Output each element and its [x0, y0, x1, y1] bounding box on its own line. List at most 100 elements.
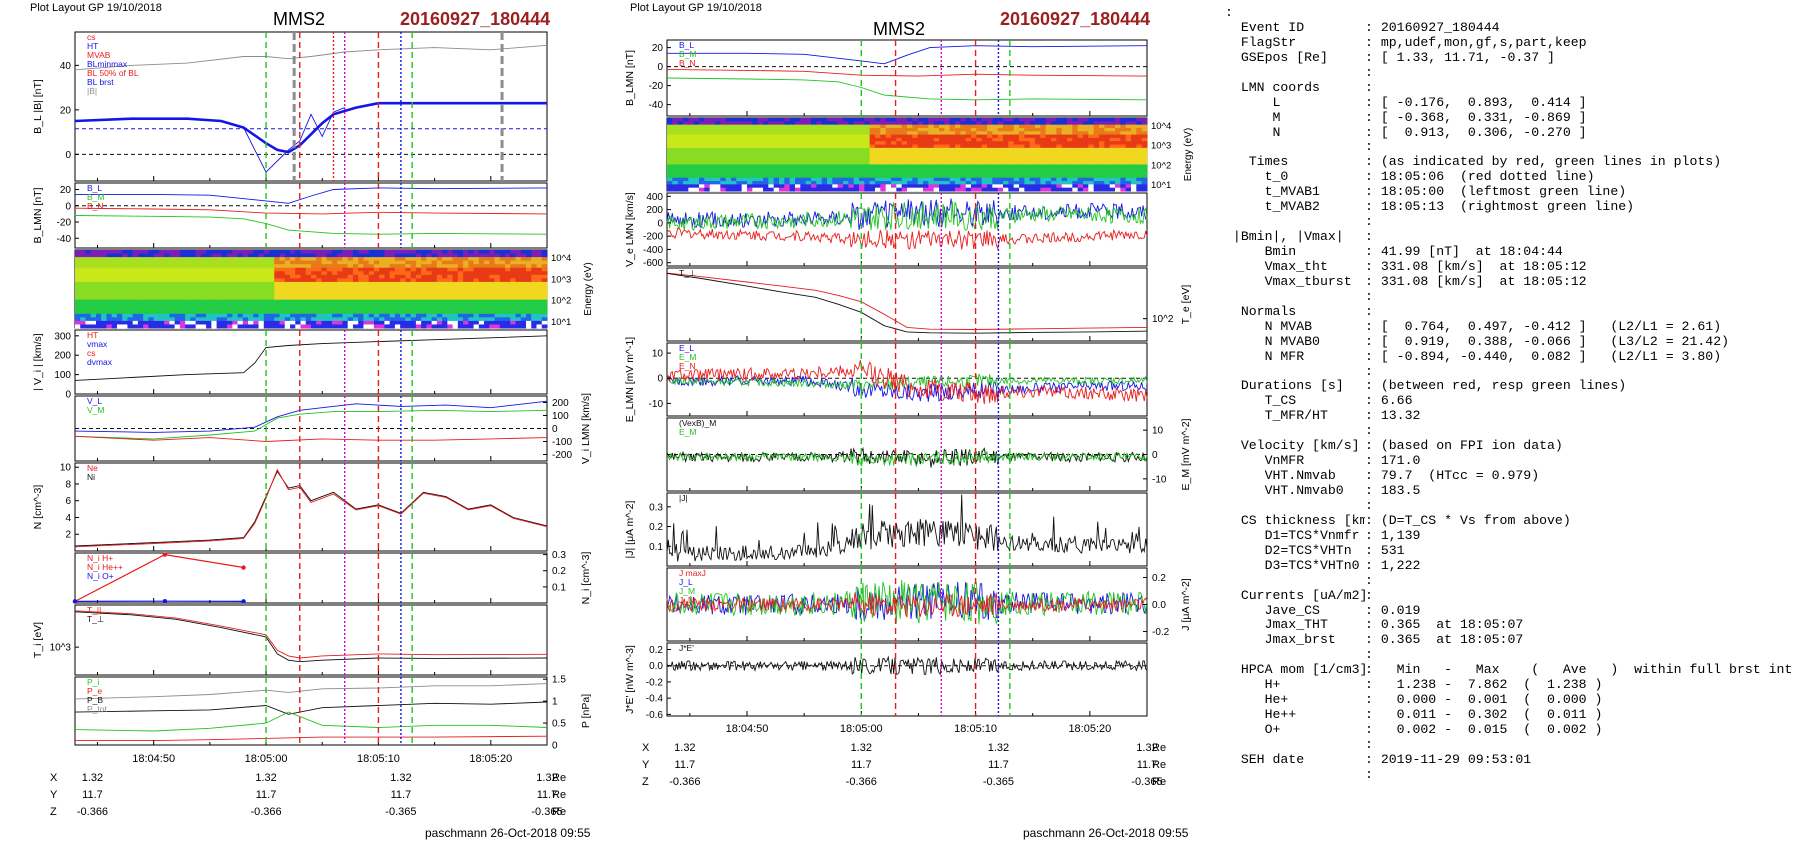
spectrogram-cell — [143, 285, 149, 290]
spectrogram-cell — [976, 161, 983, 165]
spectrogram-cell — [960, 174, 967, 179]
spectrogram-cell — [965, 121, 972, 126]
spectrogram-cell — [211, 303, 217, 308]
spectrogram-cell — [805, 131, 812, 135]
spectrogram-cell — [1008, 167, 1015, 172]
spectrogram-cell — [933, 141, 940, 145]
spectrogram-cell — [253, 264, 259, 269]
spectrogram-cell — [190, 253, 197, 258]
author-footer-left: paschmann 26-Oct-2018 09:55 — [425, 826, 591, 840]
spectrogram-cell — [1056, 141, 1063, 145]
spectrogram-cell — [1061, 144, 1068, 149]
spectrogram-cell — [1019, 171, 1025, 175]
spectrogram-cell — [1109, 164, 1116, 169]
spectrogram-cell — [1120, 154, 1127, 159]
spectrogram-cell — [1115, 164, 1121, 169]
spectrogram-cell — [939, 127, 945, 132]
spectrogram-cell — [720, 161, 727, 165]
spectrogram-cell — [284, 296, 291, 301]
spectrogram-cell — [981, 161, 988, 165]
spectrogram-cell — [773, 174, 780, 179]
spectrogram-cell — [741, 144, 748, 149]
spectrogram-cell — [95, 250, 102, 254]
spectrogram-cell — [394, 260, 401, 265]
info-row: He++: 0.011 - 0.302 ( 0.011 ) — [1225, 707, 1792, 723]
spectrogram-cell — [1125, 171, 1132, 175]
spectrogram-cell — [200, 281, 207, 286]
spectrogram-cell — [736, 127, 743, 132]
spectrogram-cell — [944, 181, 951, 185]
spectrogram-cell — [384, 285, 391, 290]
spectrogram-cell — [405, 257, 412, 262]
spectrogram-cell — [800, 141, 807, 145]
spectrogram-cell — [1003, 171, 1009, 175]
spectrogram-cell — [484, 303, 490, 308]
spectrogram-cell — [253, 320, 259, 325]
spectrogram-cell — [132, 264, 139, 269]
spectrogram-cell — [1029, 121, 1036, 126]
spectrogram-cell — [442, 271, 448, 276]
left-panel-9: 00.511.5P [nPa]P_iP_eP_BP_tot — [74, 675, 592, 752]
spectrogram-cell — [779, 181, 785, 185]
spectrogram-cell — [939, 157, 945, 162]
spectrogram-cell — [473, 260, 480, 265]
spectrogram-cell — [410, 299, 417, 304]
spectrogram-cell — [939, 144, 945, 149]
spectrogram-cell — [971, 118, 977, 122]
spectrogram-cell — [912, 118, 919, 122]
spectrogram-cell — [174, 260, 181, 265]
spectrogram-cell — [468, 250, 474, 254]
spectrogram-cell — [499, 271, 506, 276]
spectrogram-cell — [279, 310, 286, 315]
spectrogram-cell — [1045, 177, 1052, 182]
spectrogram-cell — [248, 292, 254, 297]
spectrogram-cell — [116, 260, 123, 265]
spectrogram-cell — [965, 174, 972, 179]
spectrogram-cell — [248, 278, 254, 283]
spectrogram-cell — [699, 181, 705, 185]
spectrogram-cell — [693, 127, 700, 132]
spectrogram-cell — [248, 320, 254, 325]
spectrogram-cell — [368, 264, 375, 269]
info-value: : — [1365, 229, 1373, 245]
spectrogram-cell — [436, 320, 443, 325]
spectrogram-cell — [258, 285, 265, 290]
spectrogram-cell — [290, 324, 296, 329]
spectrogram-cell — [143, 274, 149, 279]
spectrogram-cell — [321, 299, 328, 304]
spectrogram-cell — [1120, 134, 1127, 139]
spectrogram-cell — [709, 154, 716, 159]
spectrogram-cell — [232, 281, 238, 286]
spectrogram-cell — [321, 278, 328, 283]
spectrogram-cell — [880, 131, 887, 135]
spectrogram-cell — [111, 306, 118, 311]
spectrogram-cell — [248, 324, 254, 329]
spectrogram-cell — [725, 181, 732, 185]
spectrogram-cell — [1040, 124, 1047, 129]
spectrogram-cell — [190, 313, 197, 318]
spectrogram-cell — [1115, 137, 1121, 142]
y-tick-label: 0.0 — [1152, 600, 1166, 611]
spectrogram-cell — [164, 281, 170, 286]
spectrogram-cell — [1109, 147, 1116, 152]
spectrogram-cell — [784, 181, 791, 185]
spectrogram-cell — [85, 253, 92, 258]
spectrogram-cell — [101, 274, 107, 279]
spectrogram-cell — [731, 127, 737, 132]
spectrogram-cell — [384, 253, 391, 258]
spectrogram-cell — [1083, 184, 1089, 189]
spectrogram-cell — [342, 289, 349, 293]
spectrogram-cell — [221, 250, 228, 254]
spectrogram-cell — [106, 253, 113, 258]
spectrogram-cell — [436, 274, 443, 279]
spectrogram-cell — [242, 296, 249, 301]
spectrogram-cell — [832, 177, 839, 182]
spectrogram-cell — [221, 320, 228, 325]
spectrogram-cell — [1104, 118, 1111, 122]
spectrogram-cell — [693, 181, 700, 185]
spectrogram-cell — [1083, 157, 1089, 162]
spectrogram-cell — [869, 127, 876, 132]
left-panel-7: 0.10.20.3 N_i [cm^-3]N_i H+N_i He++N_i O+ — [72, 550, 592, 604]
spectrogram-cell — [216, 260, 223, 265]
